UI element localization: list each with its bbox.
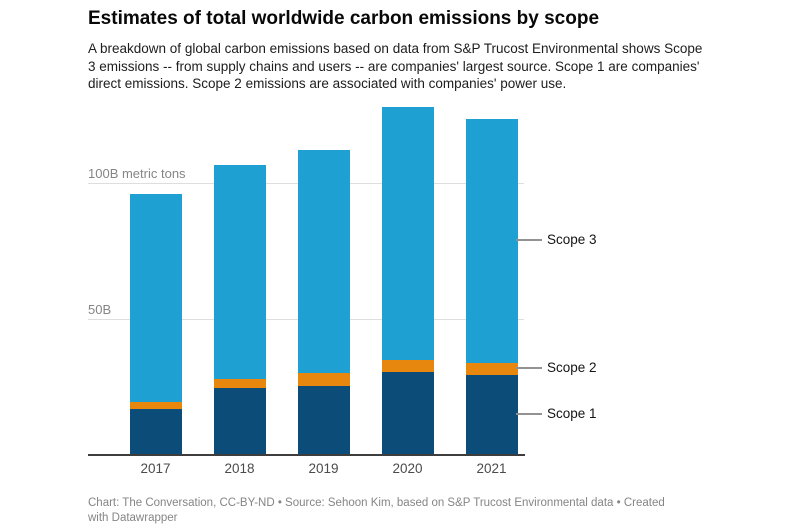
bar-segment-2017-scope-1 (129, 408, 182, 455)
chart-footer-attribution: Chart: The Conversation, CC-BY-ND • Sour… (88, 497, 665, 524)
y-axis-tick-label: 100B metric tons (88, 166, 186, 181)
x-axis-label-2019: 2019 (308, 461, 339, 476)
x-axis-label-2021: 2021 (476, 461, 507, 476)
series-label-scope-2: Scope 2 (547, 360, 597, 375)
bar-segment-2018-scope-1 (213, 388, 266, 455)
bar-segment-2018-scope-3 (213, 165, 266, 379)
series-connector-line-scope-3 (516, 239, 542, 241)
chart-description: A breakdown of global carbon emissions b… (88, 41, 703, 91)
series-label-scope-1: Scope 1 (547, 406, 597, 421)
x-axis-label-2017: 2017 (140, 461, 171, 476)
x-axis-line (88, 454, 525, 456)
chart-title: Estimates of total worldwide carbon emis… (88, 8, 600, 29)
bar-segment-2020-scope-1 (381, 372, 434, 455)
bar-segment-2021-scope-2 (465, 362, 518, 375)
series-connector-line-scope-2 (516, 367, 542, 369)
bar-segment-2020-scope-3 (381, 106, 434, 360)
bar-segment-2017-scope-3 (129, 193, 182, 402)
bar-segment-2017-scope-2 (129, 401, 182, 409)
stacked-bar-chart: 50B 100B metric tons 2017 2018 2019 2020 2021 S… (88, 96, 748, 492)
x-axis-label-2018: 2018 (224, 461, 255, 476)
series-connector-line-scope-1 (516, 413, 542, 415)
bar-segment-2019-scope-2 (297, 373, 350, 386)
bar-segment-2019-scope-3 (297, 150, 350, 374)
bar-segment-2019-scope-1 (297, 385, 350, 455)
bar-segment-2018-scope-2 (213, 378, 266, 389)
bar-segment-2020-scope-2 (381, 359, 434, 373)
series-label-scope-3: Scope 3 (547, 232, 597, 247)
y-axis-tick-label: 50B (88, 302, 112, 317)
x-axis-label-2020: 2020 (392, 461, 423, 476)
bar-segment-2021-scope-1 (465, 374, 518, 455)
bar-segment-2021-scope-3 (465, 119, 518, 363)
